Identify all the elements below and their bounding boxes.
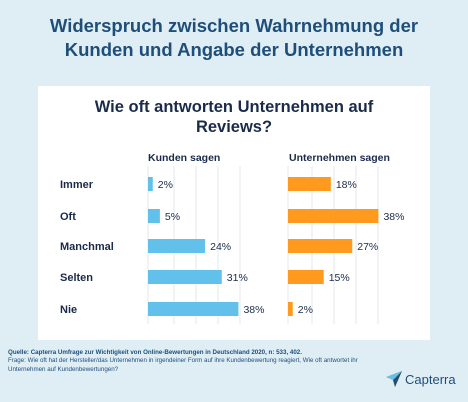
data-label: 18%	[336, 179, 357, 191]
series-header: Kunden sagen	[148, 152, 220, 164]
footer: Quelle: Capterra Umfrage zur Wichtigkeit…	[8, 349, 380, 374]
data-label: 38%	[383, 211, 404, 223]
chart-title: Wie oft antworten Unternehmen auf Review…	[38, 97, 430, 137]
data-label: 24%	[210, 241, 231, 253]
chart-title-line-1: Wie oft antworten Unternehmen auf	[94, 98, 374, 116]
chart-card: Wie oft antworten Unternehmen auf Review…	[38, 86, 430, 340]
bar	[288, 302, 293, 316]
data-label: 2%	[158, 179, 173, 191]
series-header: Unternehmen sagen	[289, 152, 390, 164]
bar	[148, 209, 160, 223]
headline-line-1: Widerspruch zwischen Wahrnehmung der	[49, 15, 419, 36]
bar	[148, 177, 153, 191]
headline: Widerspruch zwischen Wahrnehmung der Kun…	[0, 14, 468, 62]
chart-title-line-2: Reviews?	[195, 118, 273, 136]
bar	[148, 270, 222, 284]
category-label: Immer	[60, 179, 94, 191]
footer-source: Quelle: Capterra Umfrage zur Wichtigkeit…	[8, 349, 302, 356]
footer-question: Frage: Wie oft hat der Hersteller/das Un…	[8, 357, 358, 373]
bar	[148, 239, 206, 253]
bar	[148, 302, 239, 316]
bar-chart: Immer Oft Manchmal Selten Nie Kunden sagen 2% 5…	[60, 152, 404, 324]
data-label: 15%	[329, 272, 350, 284]
category-label: Nie	[60, 304, 77, 316]
capterra-arrow-icon	[386, 371, 402, 387]
data-label: 27%	[357, 241, 378, 253]
data-label: 2%	[298, 304, 313, 316]
category-label: Selten	[60, 272, 93, 284]
bar	[288, 270, 324, 284]
category-label: Oft	[60, 211, 76, 223]
capterra-logo: Capterra	[386, 370, 456, 388]
data-label: 38%	[243, 304, 264, 316]
bar	[288, 239, 353, 253]
data-label: 31%	[227, 272, 248, 284]
bar	[288, 209, 379, 223]
data-label: 5%	[165, 211, 180, 223]
brand-name: Capterra	[405, 371, 456, 387]
category-label: Manchmal	[60, 241, 114, 253]
headline-line-2: Kunden und Angabe der Unternehmen	[64, 39, 404, 60]
bar	[288, 177, 331, 191]
